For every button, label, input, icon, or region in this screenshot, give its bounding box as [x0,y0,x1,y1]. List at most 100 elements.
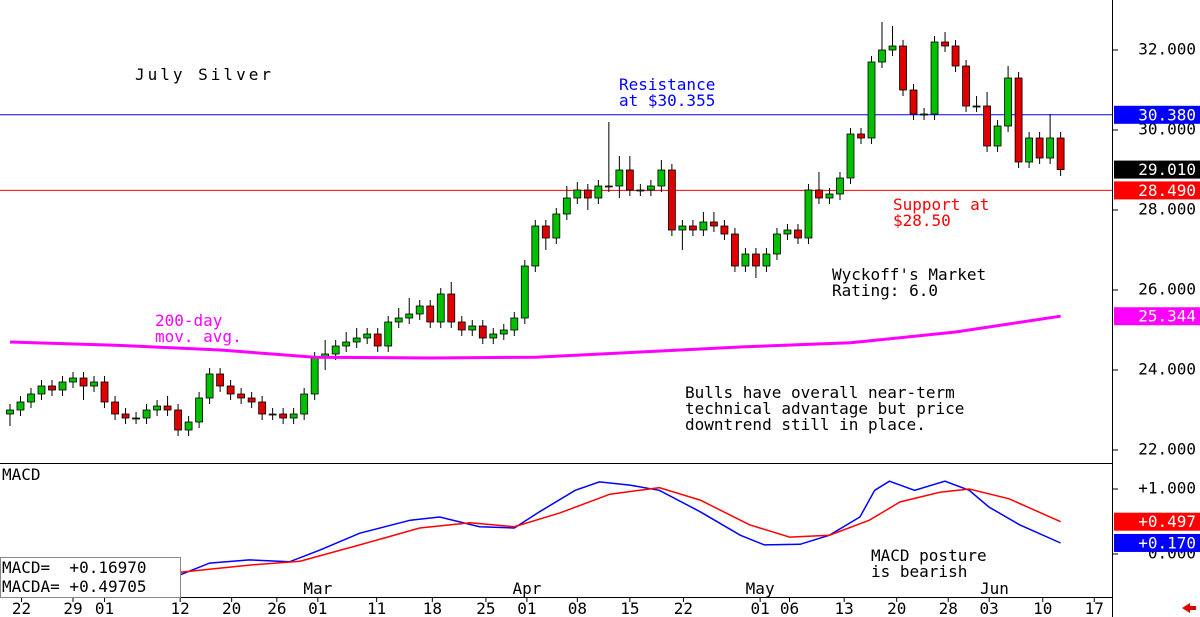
candle-body [615,169,624,187]
candle-body [899,45,907,91]
value-tag-label: 29.010 [1138,160,1196,179]
value-tag [1114,160,1200,179]
annotation-line: mov. avg. [155,327,242,346]
chart-title: July Silver [135,65,274,84]
candle-body [27,393,35,403]
candle-body [384,321,393,347]
annotation: Support at $28.50 [893,195,989,230]
candle-body [478,325,487,339]
candle-body [867,61,876,139]
annotation-line: technical advantage but price [685,399,964,418]
candle-body [815,189,823,199]
x-tick-label: 11 [367,599,386,617]
candle-body [531,225,540,267]
value-tag [1114,181,1200,200]
candle-body [310,357,319,395]
candle-body [352,337,361,343]
candle-body [762,253,771,267]
candle-body [247,397,256,403]
value-tag-label: 25.344 [1138,307,1196,326]
candle-body [69,377,77,383]
candle-body [888,45,897,51]
candle-body [825,193,834,199]
candle-body [1046,137,1055,159]
x-tick-label: 28 [939,599,958,617]
y-tick-label: 24.000 [1138,360,1196,379]
x-tick-label: 01 [95,599,114,617]
candle-body [48,385,56,391]
x-tick-label: 06 [780,599,799,617]
candle-body [951,45,960,67]
candle-body [573,189,582,199]
x-tick-label: 25 [476,599,495,617]
candle-body [489,333,498,339]
candle-body [405,313,414,319]
candle-body [1056,137,1065,171]
candle-body [237,393,246,399]
candle-body [510,317,519,331]
candle-body [541,225,550,239]
candle-body [636,189,645,192]
y-tick-label: 32.000 [1138,40,1196,59]
panel-title: MACD [2,465,41,484]
month-label: May [746,579,775,598]
month-label: Mar [303,579,332,598]
candle-body [583,189,592,199]
candle-body [216,373,225,387]
value-tag [1114,105,1200,124]
annotation-line: Bulls have overall near-term [685,383,955,402]
x-tick-label: 22 [674,599,693,617]
candle-body [163,405,172,411]
candle-body [468,325,477,331]
candle-body [205,373,214,399]
moving-average-line [9,314,1061,360]
candle-body [394,317,403,323]
candle-body [457,321,466,331]
annotation-line: downtrend still in place. [685,415,926,434]
candle-body [58,381,67,391]
candle-body [331,345,340,355]
candle-body [520,265,529,319]
annotation-line: is bearish [871,562,967,581]
y-tick-label: 30.000 [1138,120,1196,139]
annotation-line: Wyckoff's Market [832,265,986,284]
candle-body [710,221,718,227]
candle-body [16,401,25,411]
candle-body [846,133,855,179]
annotation: Wyckoff's Market Rating: 6.0 [832,265,986,300]
candle-body [783,229,792,235]
x-tick-label: 01 [308,599,327,617]
annotation-line: Resistance [619,75,715,94]
candle-body [752,253,760,267]
candle-body [195,397,203,423]
candle-body [279,413,288,419]
candle-body [604,185,613,188]
x-tick-label: 17 [1085,599,1104,617]
candle-body [920,113,928,116]
x-tick-label: 20 [887,599,906,617]
annotation: Bulls have overall near-term technical ad… [685,383,964,434]
candle-body [363,333,372,339]
readout-line: MACDA= +0.49705 [2,577,147,596]
candle-body [773,233,781,255]
value-tag [1114,307,1200,326]
x-tick-label: 29 [63,599,82,617]
candle-body [731,233,739,267]
y-tick-label: +1.000 [1138,479,1196,498]
x-tick-label: 22 [12,599,31,617]
candle-body [289,413,298,419]
candle-body [962,65,970,107]
candle-body [941,41,949,47]
value-tag-label: 28.490 [1138,181,1196,200]
value-tag-label: +0.497 [1138,512,1196,531]
y-tick-label: 28.000 [1138,200,1196,219]
candle-body [226,385,235,395]
scroll-arrow[interactable] [1182,603,1196,613]
candle-body [699,221,708,231]
annotation: MACD posture is bearish [871,546,987,581]
macd-line [179,480,1061,576]
candle-body [1035,137,1044,159]
candle-body [184,421,193,431]
value-tag [1114,512,1200,531]
